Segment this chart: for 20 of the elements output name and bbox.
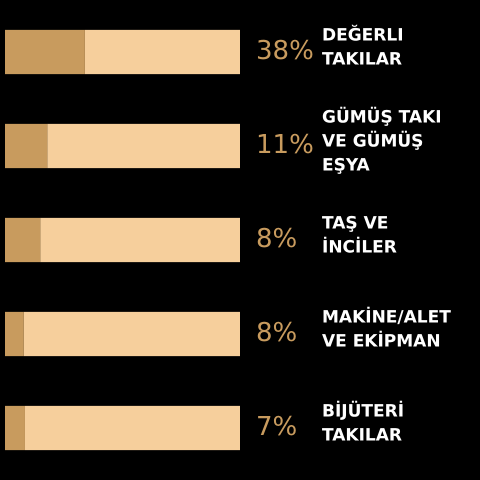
text: 7%	[256, 412, 298, 442]
bar	[84, 30, 240, 74]
bar	[5, 124, 48, 168]
bar	[5, 312, 24, 356]
bar	[5, 406, 25, 450]
y-tick-label: GÜMÜŞ TAKI VE GÜMÜŞ EŞYA	[322, 106, 442, 176]
y-tick-label: TAŞ VE İNCİLER	[322, 213, 397, 258]
y-tick-label: BİJÜTERİ TAKILAR	[322, 400, 404, 446]
text: 38%	[256, 36, 314, 66]
y-tick-label: DEĞERLI TAKILAR	[322, 24, 404, 70]
text: 8%	[256, 318, 298, 348]
text: 11%	[256, 130, 314, 160]
text: 8%	[256, 224, 298, 254]
bar	[24, 312, 240, 356]
bar	[47, 124, 240, 168]
bar	[24, 406, 240, 450]
bar	[40, 218, 240, 262]
bar	[5, 218, 40, 262]
y-tick-label: MAKİNE/ALET VE EKİPMAN	[322, 306, 452, 352]
bar	[5, 30, 85, 74]
